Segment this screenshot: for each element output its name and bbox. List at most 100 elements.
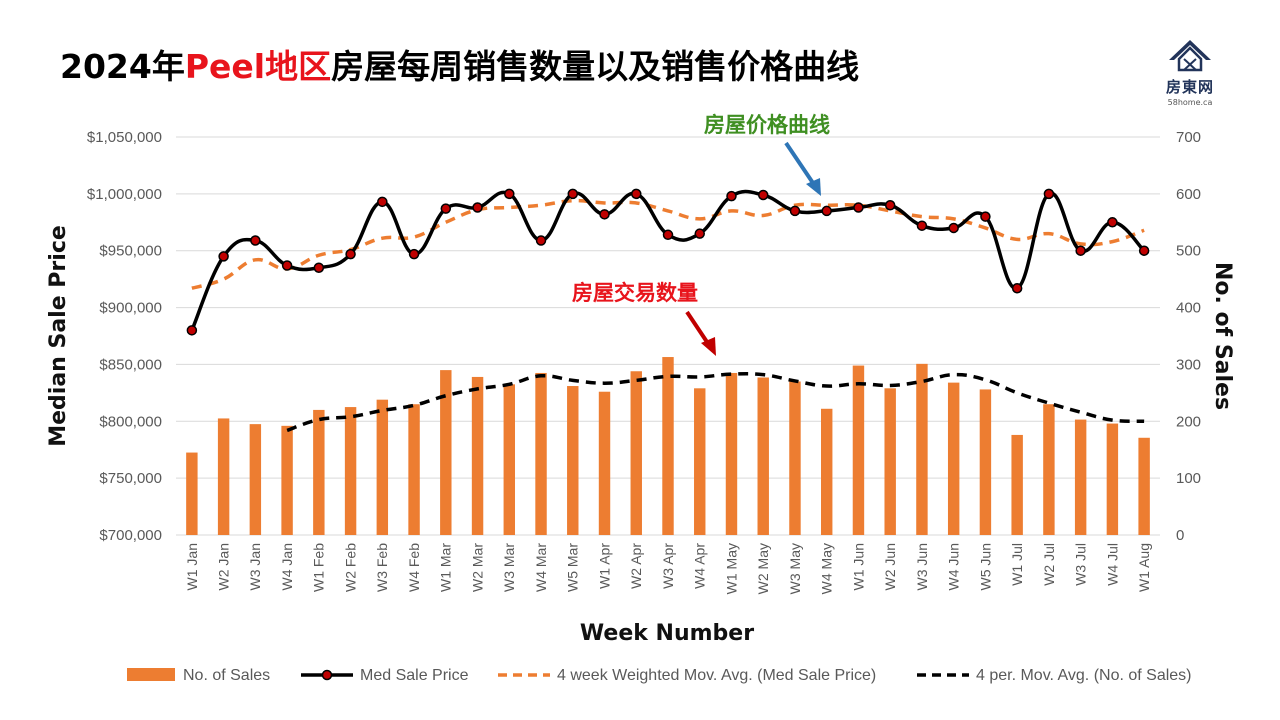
point-med-price	[821, 205, 832, 217]
annotation-sales-volume: 房屋交易数量	[572, 281, 698, 305]
y2-tick-label: 0	[1176, 527, 1184, 544]
point-med-price	[504, 188, 515, 200]
y-axis-title: Median Sale Price	[46, 225, 71, 447]
logo-name: 房東网	[1165, 78, 1214, 96]
bar-sales	[471, 376, 484, 535]
bar-sales	[217, 418, 230, 535]
bar-sales	[1106, 423, 1119, 535]
y-tick-label: $1,000,000	[87, 186, 162, 203]
y2-tick-label: 300	[1176, 356, 1201, 373]
x-tick-label: W2 Jun	[882, 543, 898, 590]
x-tick-label: W1 Feb	[311, 543, 327, 592]
house-logo-icon	[1169, 40, 1211, 72]
legend-label-sales: No. of Sales	[183, 667, 270, 684]
x-tick-label: W1 Mar	[438, 543, 454, 592]
lines	[186, 188, 1150, 433]
point-med-price	[186, 325, 198, 336]
x-tick-label: W2 Jan	[216, 543, 232, 590]
bar-sales	[1074, 419, 1087, 535]
point-med-price	[1011, 282, 1023, 294]
bar-sales	[440, 370, 452, 535]
y-tick-label: $1,050,000	[87, 129, 162, 146]
bar-sales	[884, 388, 896, 535]
y-tick-label: $950,000	[99, 243, 162, 260]
bar-sales	[503, 384, 516, 535]
y-tick-label: $750,000	[99, 470, 162, 487]
point-med-price	[345, 248, 356, 260]
bar-sales	[916, 363, 928, 535]
bar-sales	[947, 382, 960, 535]
point-med-price	[980, 211, 991, 222]
x-tick-label: W5 Jun	[977, 543, 993, 590]
x-tick-label: W2 Mar	[469, 543, 485, 592]
x-tick-label: W4 Mar	[533, 543, 549, 592]
x-tick-label: W3 Mar	[501, 543, 517, 592]
x-tick-label: W3 Jun	[914, 543, 930, 590]
legend-label-sales-mavg: 4 per. Mov. Avg. (No. of Sales)	[976, 667, 1192, 684]
bar-sales	[1043, 404, 1055, 535]
arrow-price-icon	[784, 141, 817, 188]
x-tick-label: W4 Jul	[1104, 543, 1120, 586]
legend-swatch-bar	[127, 668, 175, 681]
point-med-price	[726, 190, 737, 202]
bar-sales	[979, 389, 992, 535]
bar-sales	[1138, 437, 1150, 535]
x-tick-label: W1 Jul	[1009, 543, 1025, 586]
bar-sales	[376, 399, 389, 535]
x-tick-label: W3 May	[787, 543, 803, 594]
bar-sales	[249, 424, 262, 535]
y-tick-label: $700,000	[99, 527, 162, 544]
bar-sales	[630, 371, 642, 535]
point-med-price	[535, 235, 547, 246]
logo-url: 58home.ca	[1167, 98, 1213, 107]
bar-sales	[344, 407, 357, 535]
point-med-price	[472, 202, 483, 213]
annotation-price-curve: 房屋价格曲线	[704, 113, 830, 137]
bar-sales	[662, 357, 674, 535]
x-tick-label: W3 Feb	[374, 543, 390, 592]
bar-sales	[694, 388, 706, 535]
point-med-price	[313, 262, 325, 274]
y2-tick-label: 700	[1176, 129, 1201, 146]
point-med-price	[853, 202, 864, 213]
point-med-price	[408, 248, 420, 260]
x-tick-label: W2 Jul	[1041, 543, 1057, 586]
bar-sales	[820, 408, 833, 535]
bar-sales	[725, 372, 738, 535]
bar-sales	[567, 386, 579, 535]
x-tick-label: W4 Apr	[692, 543, 708, 589]
site-logo: 房東网 58home.ca	[1152, 38, 1228, 108]
bar-sales	[598, 391, 611, 535]
x-tick-label: W1 Jun	[850, 543, 866, 590]
point-med-price	[916, 220, 928, 231]
title-region: Peel地区	[184, 47, 332, 86]
point-med-price	[631, 188, 642, 200]
x-tick-label: W2 Apr	[628, 543, 644, 589]
title-rest: 房屋每周销售数量以及销售价格曲线	[331, 47, 860, 86]
point-med-price	[1075, 245, 1086, 256]
point-med-price	[377, 196, 388, 208]
title-year: 2024年	[60, 47, 185, 86]
point-med-price	[218, 251, 229, 262]
bar-sales	[1011, 434, 1023, 535]
bar-sales	[757, 377, 769, 535]
x-tick-label: W3 Apr	[660, 543, 676, 589]
x-tick-label: W1 Jan	[184, 543, 200, 590]
line-price-mavg	[191, 198, 1145, 290]
point-med-price	[757, 189, 769, 201]
x-tick-label: W3 Jul	[1073, 543, 1089, 586]
x-tick-label: W4 May	[819, 543, 835, 594]
bar-sales	[408, 404, 420, 535]
x-tick-label: W1 May	[723, 543, 739, 594]
bar-sales	[186, 452, 198, 535]
legend-label-price-mavg: 4 week Weighted Mov. Avg. (Med Sale Pric…	[557, 667, 876, 684]
y2-tick-label: 100	[1176, 470, 1201, 487]
y-tick-label: $900,000	[99, 300, 162, 317]
arrowhead-sales-icon	[701, 337, 716, 356]
point-med-price	[1107, 217, 1118, 228]
x-axis-title: Week Number	[580, 621, 754, 646]
y2-tick-label: 600	[1176, 186, 1201, 203]
legend: No. of Sales Med Sale Price 4 week Weigh…	[127, 667, 1192, 684]
point-med-price	[250, 235, 261, 246]
